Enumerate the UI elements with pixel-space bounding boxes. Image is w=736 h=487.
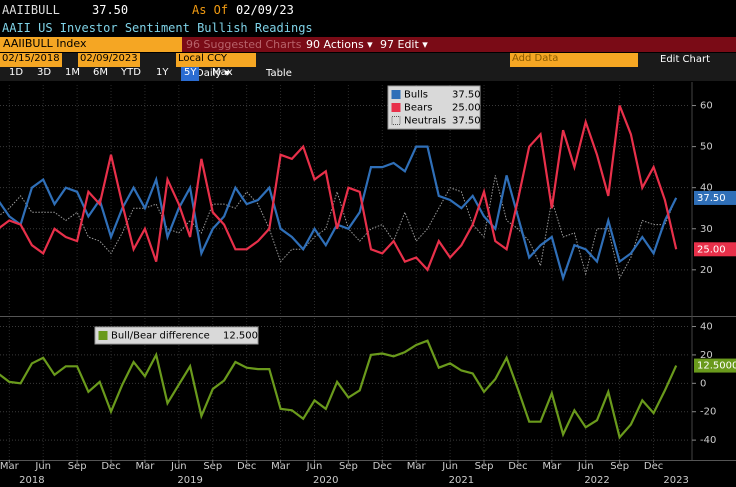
series-line: [0, 105, 678, 272]
year-label: 2018: [19, 475, 44, 486]
ticker: AAIIBULL: [2, 3, 60, 17]
year-label: 2020: [313, 475, 338, 486]
y-tick-label: 60: [700, 101, 713, 112]
x-tick-label: Dec: [101, 461, 120, 472]
as-of-label: As Of: [192, 3, 229, 17]
last-value-tag: [694, 242, 736, 257]
y-tick-label: 30: [700, 224, 713, 235]
legend-swatch: [98, 331, 108, 340]
edit-chart-button[interactable]: Edit Chart: [660, 54, 711, 65]
legend-value: 12.5000: [223, 331, 264, 342]
actions-menu[interactable]: 90 Actions ▾: [306, 38, 373, 51]
x-tick-label: Jun: [577, 461, 594, 472]
range-button[interactable]: YTD: [121, 67, 141, 78]
last-value-label: 37.50: [697, 193, 726, 204]
command-bar: AAIIBULL Index 96 Suggested Charts 90 Ac…: [0, 37, 736, 52]
legend-value: 25.00: [452, 103, 481, 114]
x-tick-label: Mar: [271, 461, 291, 472]
legend-label: Neutrals: [404, 116, 446, 127]
suggested-charts[interactable]: 96 Suggested Charts: [186, 38, 302, 51]
y-tick-label: -20: [700, 407, 716, 418]
frequency-menu[interactable]: Daily ▾: [196, 68, 230, 79]
legend-box: [94, 326, 259, 345]
year-label: 2021: [449, 475, 474, 486]
y-tick-label: 20: [700, 265, 713, 276]
start-date[interactable]: 02/15/2018: [0, 53, 62, 67]
y-tick-label: 40: [700, 183, 713, 194]
table-button[interactable]: Table: [266, 68, 292, 79]
edit-menu[interactable]: 97 Edit ▾: [380, 38, 428, 51]
chart-background: [0, 82, 736, 487]
legend-value: 37.50: [452, 116, 481, 127]
y-tick-label: 40: [700, 322, 713, 333]
last-value-tag: [694, 190, 736, 205]
date-bar: 02/15/2018 02/09/2023 Local CCY Add Data…: [0, 53, 736, 67]
x-tick-label: Sep: [68, 461, 87, 472]
x-tick-label: Dec: [508, 461, 527, 472]
last-value-label: 12.5000: [697, 361, 736, 372]
range-button[interactable]: 5Y: [181, 67, 200, 81]
y-tick-label: 20: [700, 350, 713, 361]
description: AAII US Investor Sentiment Bullish Readi…: [2, 21, 313, 35]
legend-label: Bears: [404, 103, 432, 114]
series-line: [0, 175, 677, 280]
x-tick-label: Mar: [135, 461, 155, 472]
add-data-field[interactable]: Add Data: [510, 53, 638, 67]
range-button[interactable]: 1D: [9, 67, 24, 78]
x-tick-label: Sep: [203, 461, 222, 472]
header-bar: AAIIBULL 37.50 As Of 02/09/23: [0, 0, 736, 20]
x-tick-label: Sep: [475, 461, 494, 472]
description-bar: AAII US Investor Sentiment Bullish Readi…: [0, 20, 736, 37]
legend-swatch: [391, 90, 401, 99]
x-tick-label: Mar: [407, 461, 427, 472]
range-button[interactable]: 1Y: [156, 67, 169, 78]
legend-value: 37.50: [452, 90, 481, 101]
x-tick-label: Dec: [237, 461, 256, 472]
year-label: 2019: [177, 475, 202, 486]
series-line: [0, 339, 678, 440]
last-value-label: 25.00: [697, 244, 726, 255]
chart: 20 30 40 50 60 37.50 25.00 Bulls 37.50 Bears 25.00…: [0, 82, 736, 487]
range-button[interactable]: 3D: [37, 67, 52, 78]
x-tick-label: Jun: [34, 461, 51, 472]
x-tick-label: Sep: [339, 461, 358, 472]
legend-label: Bulls: [404, 90, 428, 101]
x-tick-label: Jun: [441, 461, 458, 472]
x-tick-label: Sep: [610, 461, 629, 472]
legend-box: [387, 85, 481, 130]
security-field[interactable]: AAIIBULL Index: [0, 37, 182, 52]
y-tick-label: 0: [700, 378, 706, 389]
x-tick-label: Jun: [170, 461, 187, 472]
x-tick-label: Mar: [542, 461, 562, 472]
legend-label: Bull/Bear difference: [111, 331, 210, 342]
year-label: 2023: [663, 475, 688, 486]
legend-swatch: [391, 116, 401, 125]
last-value: 37.50: [92, 3, 129, 17]
currency-field[interactable]: Local CCY: [176, 53, 256, 67]
x-tick-label: Dec: [373, 461, 392, 472]
x-tick-label: Mar: [0, 461, 20, 472]
x-tick-label: Dec: [644, 461, 663, 472]
range-bar: Daily ▾ Table 1D 3D 1M 6M YTD 1Y 5Y Max: [0, 67, 736, 81]
range-button[interactable]: Max: [212, 67, 233, 78]
year-label: 2022: [584, 475, 609, 486]
y-tick-label: -40: [700, 435, 716, 446]
legend-swatch: [391, 103, 401, 112]
end-date[interactable]: 02/09/2023: [78, 53, 140, 67]
x-tick-label: Jun: [306, 461, 323, 472]
range-button[interactable]: 6M: [93, 67, 108, 78]
range-button[interactable]: 1M: [65, 67, 80, 78]
last-value-tag: [694, 358, 736, 373]
as-of-date: 02/09/23: [236, 3, 294, 17]
y-tick-label: 50: [700, 142, 713, 153]
